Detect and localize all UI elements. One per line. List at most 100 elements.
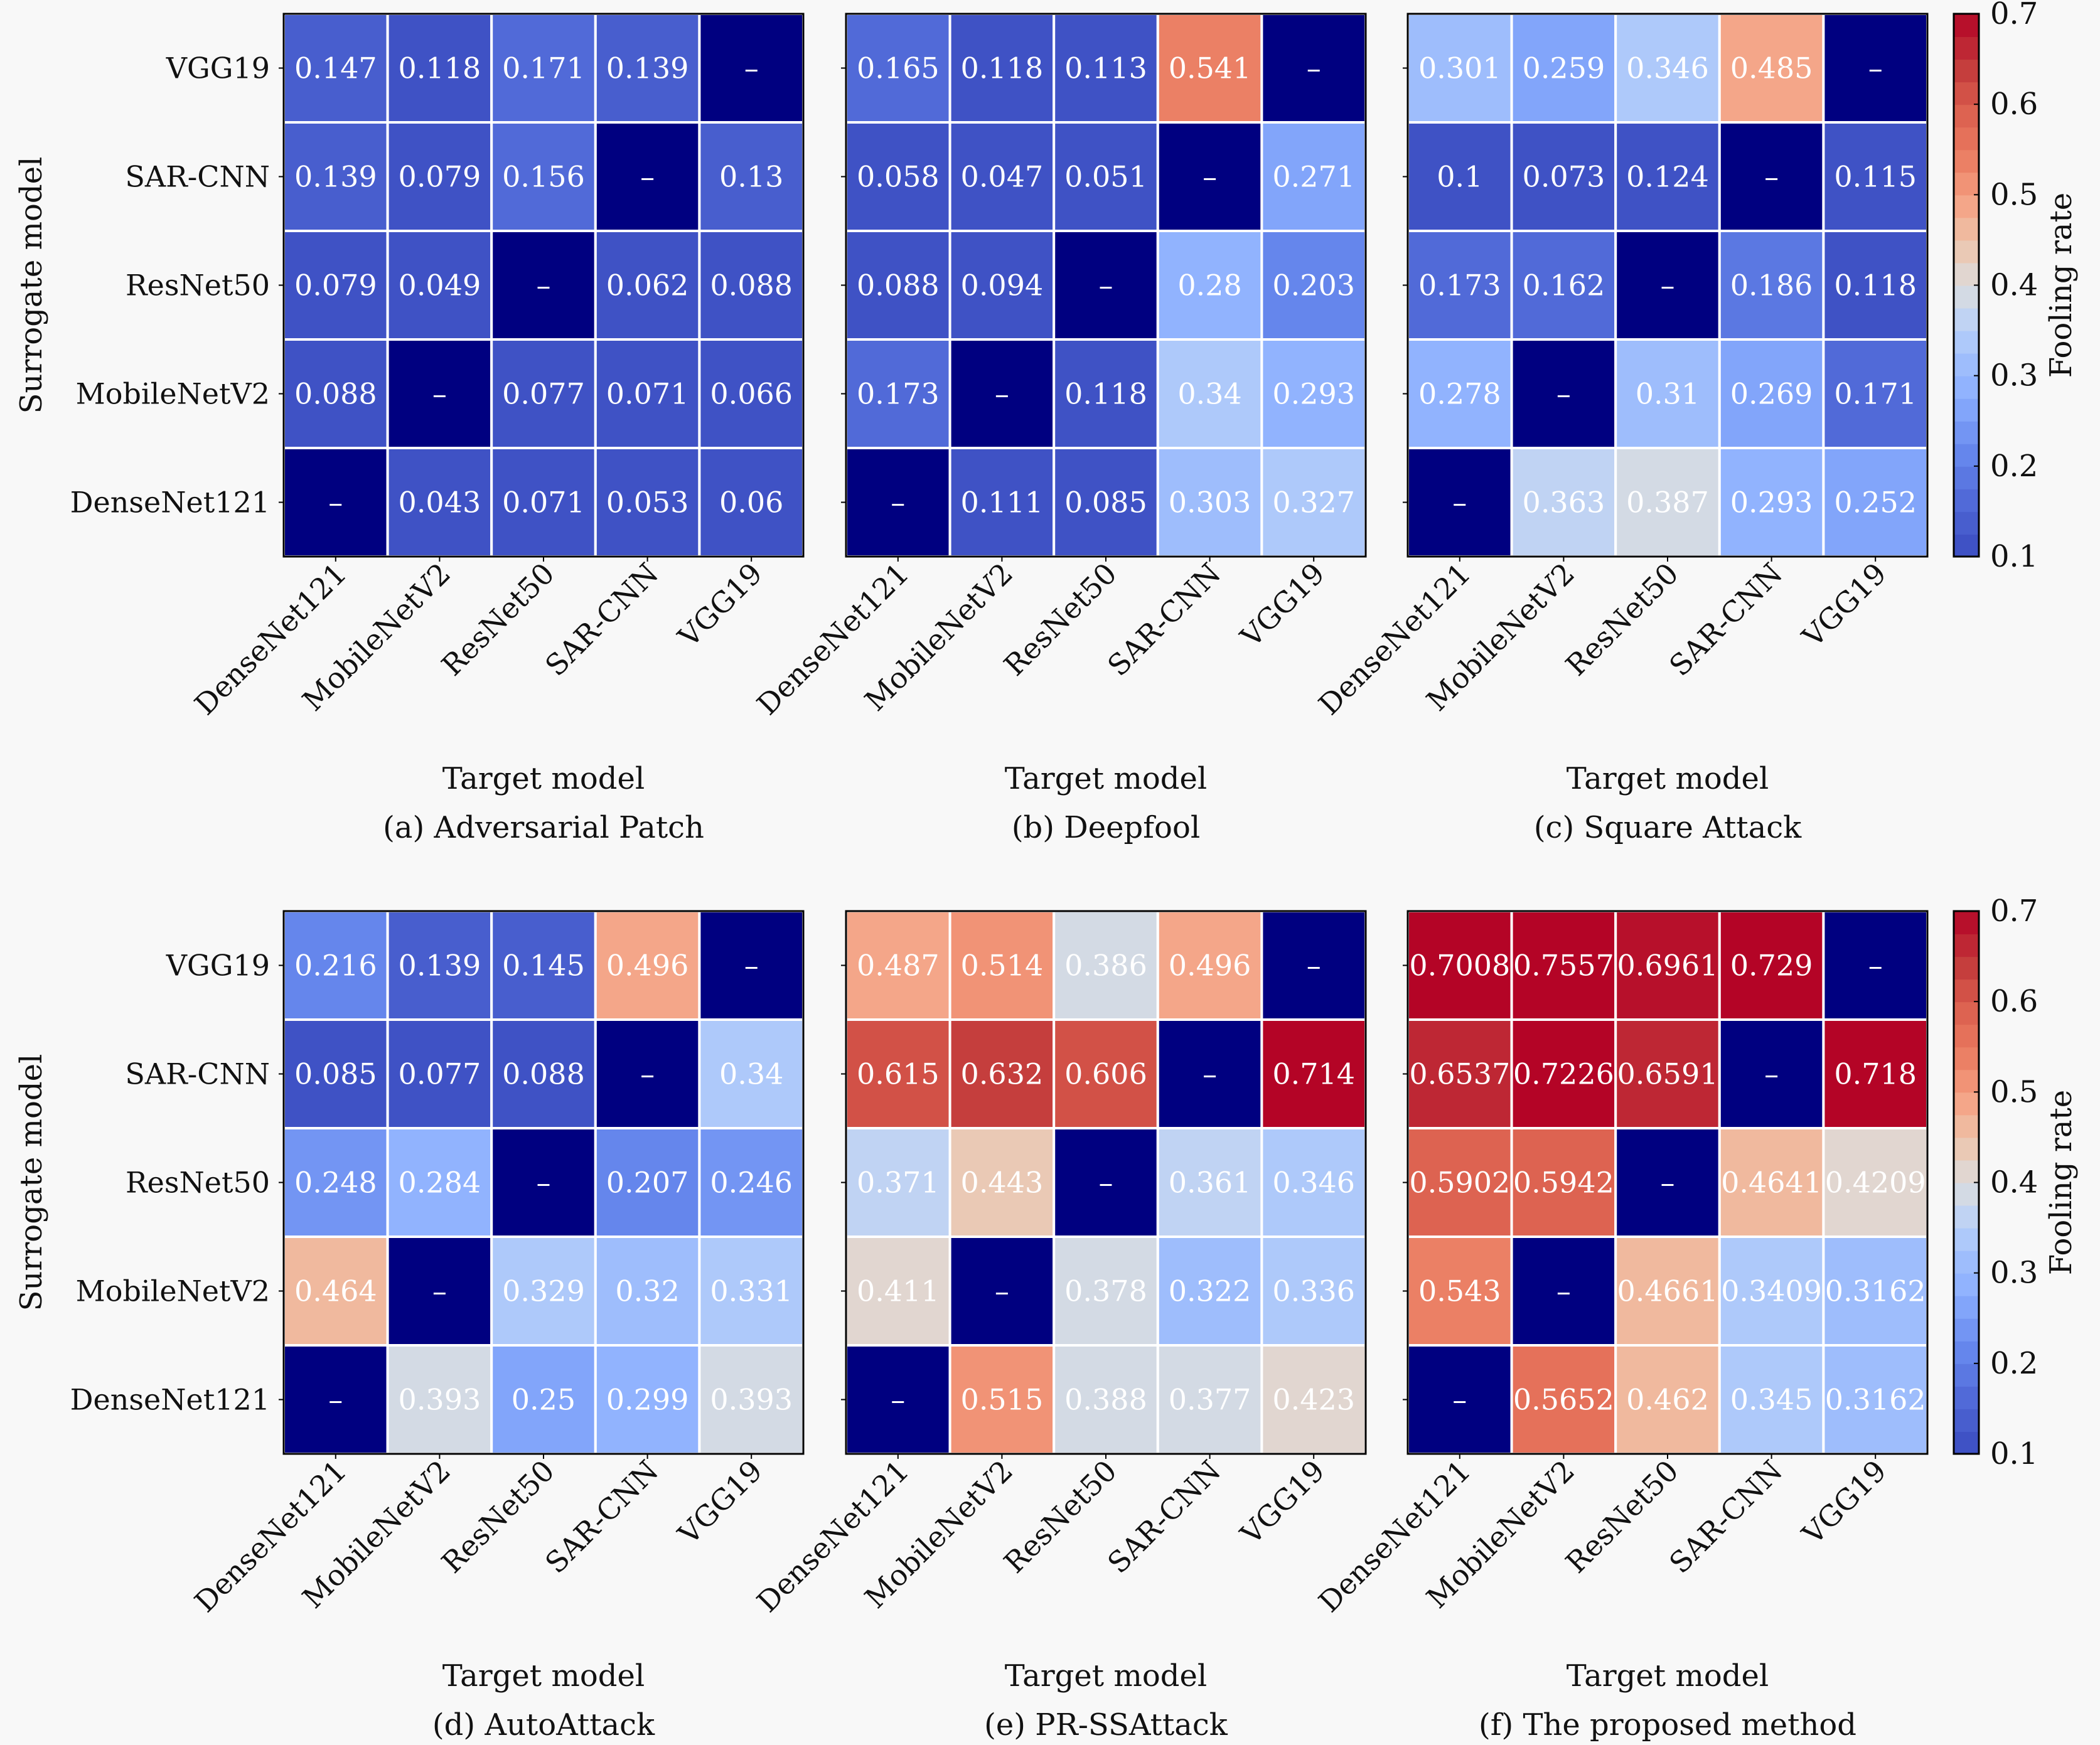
heatmap-cell-label: 0.423 [1272,1383,1355,1417]
colorbar-segment [1954,172,1979,196]
colorbar-segment [1954,911,1979,935]
colorbar-segment [1954,1137,1979,1161]
heatmap-cell-label: 0.207 [606,1166,689,1200]
heatmap-cell [1614,338,1721,449]
heatmap-cell [1260,338,1368,449]
heatmap-cell-label: 0.361 [1169,1166,1251,1200]
heatmap-cell [948,447,1056,558]
heatmap-cell-missing-label: – [744,51,759,85]
heatmap-cell-label: 0.25 [512,1383,576,1417]
heatmap-cell-label: 0.6961 [1617,949,1718,983]
heatmap-cell-label: 0.118 [1834,269,1917,302]
x-tick-label: VGG19 [1233,557,1331,654]
colorbar-segment [1954,1092,1979,1116]
y-tick-label: MobileNetV2 [76,1274,270,1308]
subfigure-caption: (d) AutoAttack [432,1707,655,1742]
colorbar-segment [1954,1001,1979,1025]
colorbar-tick-label: 0.2 [1990,449,2038,484]
heatmap-cell-label: 0.3162 [1825,1274,1926,1308]
colorbar-segment [1954,353,1979,376]
heatmap-cell-label: 0.386 [1064,949,1147,983]
heatmap-cell-missing-label: – [1661,269,1675,302]
heatmap-cell [1614,13,1721,124]
heatmap-cell-missing-label: – [1307,51,1321,85]
heatmap-cell-missing-label: – [1099,1166,1113,1200]
colorbar-tick-label: 0.7 [1990,894,2038,929]
colorbar-segment [1954,82,1979,105]
colorbar-segment [1954,956,1979,980]
colorbar-segment [1954,104,1979,128]
heatmap-cell-label: 0.378 [1064,1274,1147,1308]
heatmap-cell-label: 0.387 [1626,486,1709,520]
heatmap-cell [948,1127,1056,1238]
heatmap-cell [1156,230,1263,341]
heatmap-cell-label: 0.346 [1626,51,1709,85]
y-tick-label: SAR-CNN [125,160,270,194]
heatmap-cell [1822,447,1929,558]
x-tick-label: SAR-CNN [1101,557,1227,683]
heatmap-cell [1510,338,1617,449]
heatmap-cell [845,230,951,341]
colorbar-segment [1954,1340,1979,1364]
colorbar-tick-label: 0.4 [1990,1165,2038,1200]
heatmap-cell-label: 0.165 [857,51,940,85]
colorbar-segment [1954,262,1979,286]
colorbar-segment [1954,1431,1979,1454]
heatmap-cell-label: 0.284 [399,1166,481,1200]
x-tick-label: SAR-CNN [538,557,665,683]
heatmap-cell [1053,121,1159,232]
heatmap-cell [1053,338,1159,449]
heatmap-cell-label: 0.329 [502,1274,585,1308]
heatmap-cell-label: 0.252 [1834,486,1917,520]
heatmap-cell [1053,910,1159,1021]
colorbar-label: Fooling rate [2044,1090,2079,1275]
heatmap-cell-label: 0.4209 [1825,1166,1926,1200]
colorbar-segment [1954,1385,1979,1409]
heatmap-cell [1053,230,1159,341]
heatmap-cell-label: 0.32 [615,1274,679,1308]
heatmap-cell [1614,121,1721,232]
y-tick-label: ResNet50 [126,269,270,302]
heatmap-cell-label: 0.271 [1272,160,1355,194]
y-axis-label: Surrogate model [14,1054,49,1311]
x-tick-label: VGG19 [671,1454,769,1552]
heatmap-cell [1614,447,1721,558]
heatmap-cell [1822,1127,1929,1238]
heatmap-cell-label: 0.632 [961,1057,1044,1091]
heatmap-cell [386,1235,493,1347]
heatmap-cell [845,1127,951,1238]
colorbar-segment [1954,217,1979,241]
heatmap-cell [386,1127,493,1238]
heatmap-cell-label: 0.171 [1834,377,1917,411]
heatmap-cell-label: 0.606 [1064,1057,1147,1091]
heatmap-cell-label: 0.088 [502,1057,585,1091]
heatmap-cell-label: 0.085 [1064,486,1147,520]
heatmap-cell [1822,121,1929,232]
heatmap-cell [490,1235,597,1347]
heatmap-cell-missing-label: – [328,1383,343,1417]
heatmap-cell-label: 0.269 [1730,377,1813,411]
heatmap-cell-missing-label: – [1868,51,1883,85]
colorbar-segment [1954,1273,1979,1296]
heatmap-cell-label: 0.729 [1730,949,1813,983]
heatmap-cell-missing-label: – [1203,160,1217,194]
heatmap-cell-label: 0.34 [1177,377,1241,411]
heatmap-cell-label: 0.173 [1418,269,1501,302]
heatmap-cell-missing-label: – [1452,1383,1467,1417]
heatmap-cell-label: 0.541 [1169,51,1251,85]
heatmap-cell-label: 0.543 [1418,1274,1501,1308]
x-axis-label: Target model [442,761,645,796]
heatmap-cell-label: 0.118 [1064,377,1147,411]
heatmap-cell-missing-label: – [537,1166,551,1200]
heatmap-cell-missing-label: – [537,269,551,302]
heatmap-cell-label: 0.111 [961,486,1044,520]
heatmap-cell [1053,1235,1159,1347]
heatmap-cell-label: 0.077 [399,1057,481,1091]
x-tick-label: SAR-CNN [1663,1454,1789,1580]
heatmap-cell-label: 0.058 [857,160,940,194]
x-tick-label: ResNet50 [435,557,561,683]
heatmap-cell-label: 0.156 [502,160,585,194]
y-tick-label: VGG19 [166,949,270,983]
heatmap-cell-missing-label: – [891,1383,905,1417]
heatmap-cell-label: 0.1 [1437,160,1482,194]
